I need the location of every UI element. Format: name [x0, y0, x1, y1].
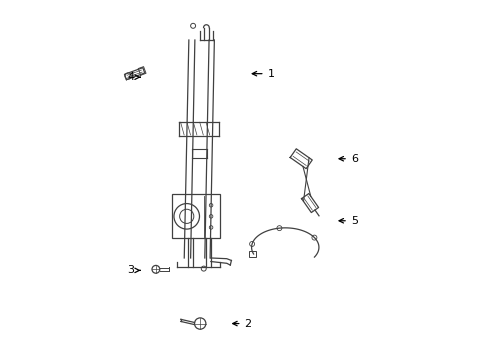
Text: 5: 5 — [338, 216, 357, 226]
Text: 6: 6 — [338, 154, 357, 164]
Text: 3: 3 — [127, 265, 140, 275]
Text: 4: 4 — [127, 72, 140, 82]
Text: 2: 2 — [232, 319, 251, 329]
Text: 1: 1 — [252, 69, 274, 79]
